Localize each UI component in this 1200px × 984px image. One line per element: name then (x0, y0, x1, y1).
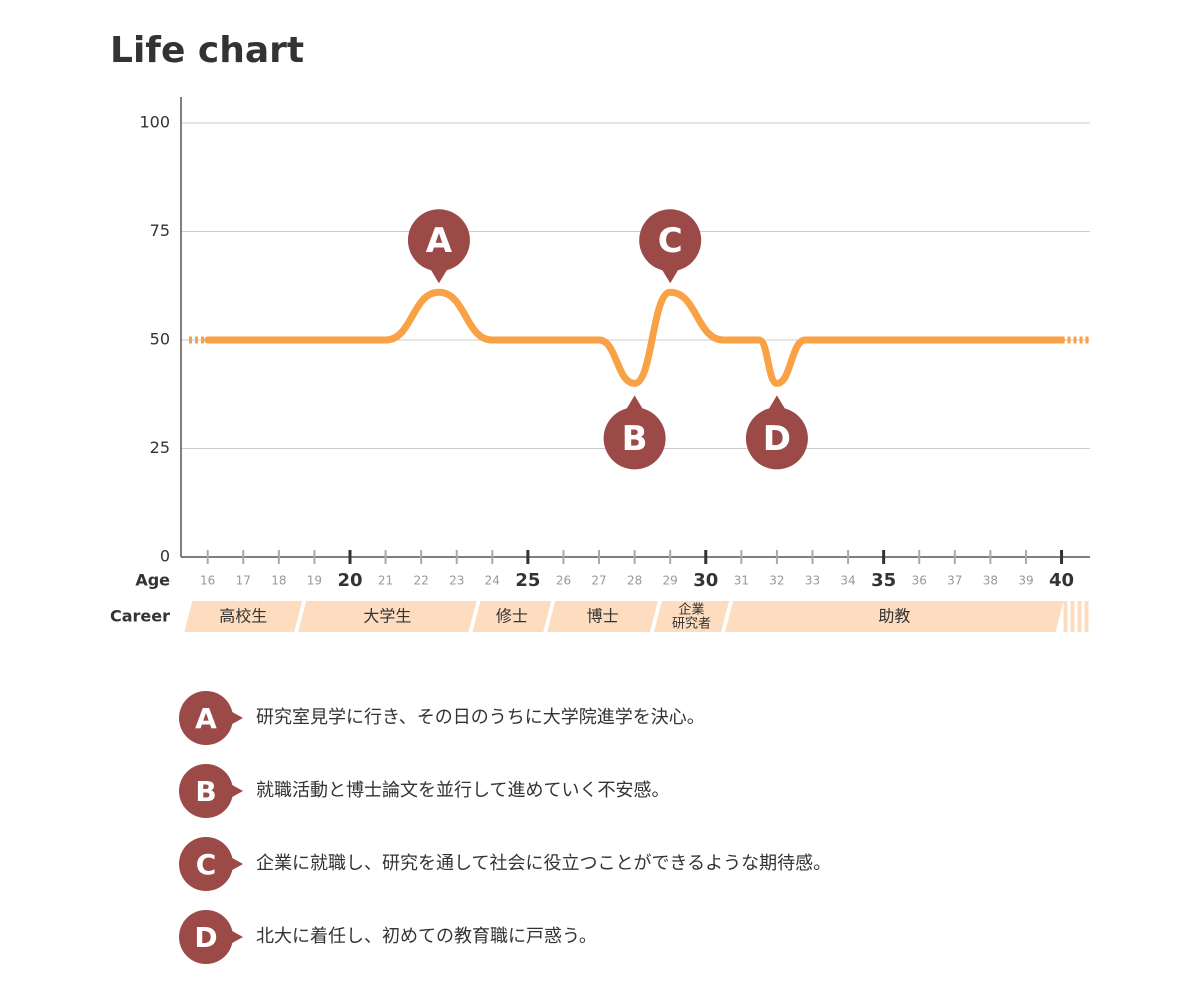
note-letter: B (195, 775, 216, 808)
note-text: 企業に就職し、研究を通して社会に役立つことができるような期待感。 (256, 853, 831, 874)
career-band (298, 601, 477, 632)
note-marker (179, 764, 243, 818)
x-tick-label: 34 (840, 574, 855, 588)
x-tick-label: 17 (236, 574, 251, 588)
x-tick-label: 20 (337, 570, 362, 591)
career-text: 博士 (587, 607, 619, 626)
x-tick-label: 19 (307, 574, 322, 588)
marker-pointer (622, 395, 647, 416)
career-fade (1070, 601, 1075, 632)
marker-pointer (764, 395, 789, 416)
x-tick-label: 33 (805, 574, 820, 588)
note-marker (179, 837, 243, 891)
marker-circle (639, 209, 702, 272)
career-fade (1084, 601, 1089, 632)
line (204, 288, 1066, 387)
marker-pointer (658, 263, 683, 284)
career-text: 助教 (878, 607, 910, 626)
career-fade (1077, 601, 1082, 632)
annotation-letter: D (763, 419, 791, 459)
career-text: 研究者 (672, 617, 711, 632)
x-tick-label: 22 (414, 574, 429, 588)
note-letter: A (195, 702, 217, 735)
marker-pointer (225, 927, 243, 947)
x-tick-label: 23 (449, 574, 464, 588)
x-tick-label: 35 (871, 570, 896, 591)
chart-title: Life chart (110, 30, 304, 71)
marker-circle (603, 407, 666, 470)
x-tick-label: 30 (693, 570, 718, 591)
marker-circle (745, 407, 808, 470)
y-tick-label: 50 (150, 330, 170, 349)
note-marker (179, 910, 243, 964)
note-text: 北大に着任し、初めての教育職に戸惑う。 (256, 926, 597, 947)
annotation-marker (745, 395, 808, 470)
x-tick-label: 26 (556, 574, 571, 588)
y-tick-label: 100 (139, 113, 170, 132)
marker-pointer (426, 263, 451, 284)
career-text: 大学生 (363, 607, 411, 626)
marker-circle (407, 209, 470, 272)
note-text: 研究室見学に行き、その日のうちに大学院進学を決心。 (256, 707, 705, 728)
x-tick-label: 27 (591, 574, 606, 588)
marker-circle (179, 764, 233, 818)
x-tick-label: 39 (1018, 574, 1033, 588)
career-fade (1063, 601, 1068, 632)
career-band (547, 601, 658, 632)
annotation-letter: C (658, 221, 683, 261)
marker-circle (179, 910, 233, 964)
x-axis-label: Age (135, 571, 170, 590)
marker-circle (179, 691, 233, 745)
x-tick-label: 25 (515, 570, 540, 591)
career-band (472, 601, 552, 632)
x-tick-label: 16 (200, 574, 215, 588)
note-letter: C (196, 848, 217, 881)
note-marker (179, 691, 243, 745)
y-tick-label: 25 (150, 438, 170, 457)
x-tick-label: 28 (627, 574, 642, 588)
x-tick-label: 29 (663, 574, 678, 588)
annotation-marker (639, 209, 702, 284)
x-tick-label: 40 (1049, 570, 1074, 591)
note-letter: D (194, 921, 217, 954)
y-tick-label: 75 (150, 221, 170, 240)
x-tick-label: 37 (947, 574, 962, 588)
marker-pointer (225, 854, 243, 874)
marker-pointer (225, 708, 243, 728)
x-tick-label: 38 (983, 574, 998, 588)
annotation-letter: A (426, 221, 453, 261)
career-text: 高校生 (219, 607, 267, 626)
annotation-marker (603, 395, 666, 470)
x-tick-label: 32 (769, 574, 784, 588)
career-band (184, 601, 303, 632)
annotation-marker (407, 209, 470, 284)
note-text: 就職活動と博士論文を並行して進めていく不安感。 (256, 780, 669, 801)
marker-pointer (225, 781, 243, 801)
marker-circle (179, 837, 233, 891)
career-text: 修士 (496, 607, 528, 626)
y-tick-label: 0 (160, 547, 170, 566)
career-band (653, 601, 730, 632)
x-tick-label: 31 (734, 574, 749, 588)
x-tick-label: 24 (485, 574, 500, 588)
career-text: 企業 (679, 602, 705, 618)
x-tick-label: 21 (378, 574, 393, 588)
career-label: Career (110, 607, 170, 626)
annotation-letter: B (622, 419, 648, 459)
x-tick-label: 36 (912, 574, 927, 588)
x-tick-label: 18 (271, 574, 286, 588)
career-band (725, 601, 1064, 632)
